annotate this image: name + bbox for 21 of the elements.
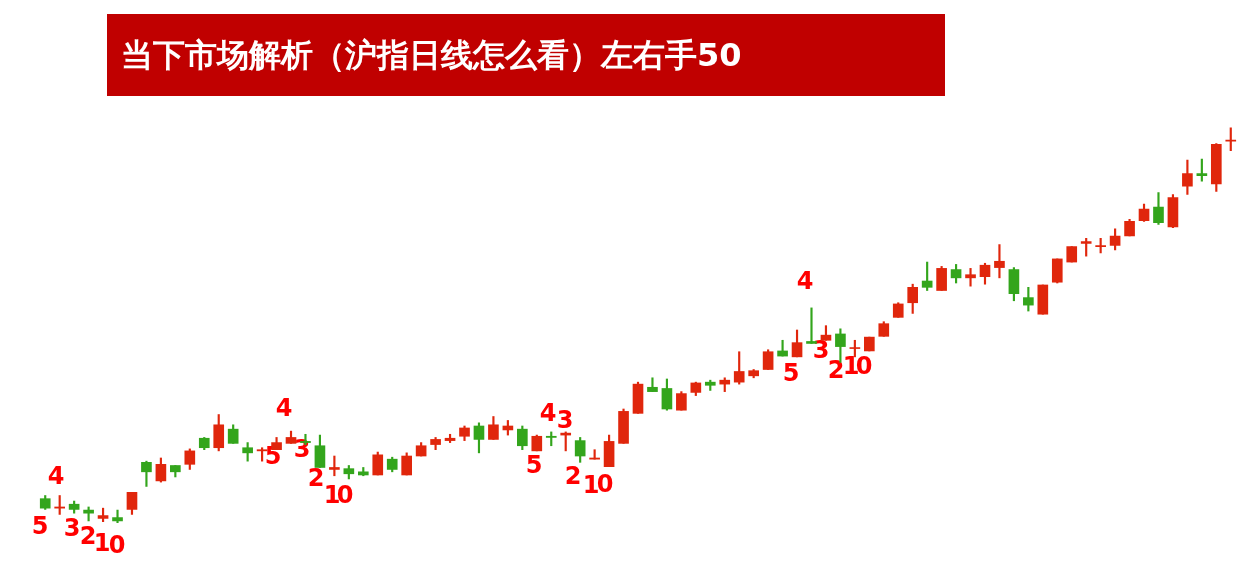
annotation: 2 — [564, 462, 582, 491]
candlestick — [994, 244, 1005, 279]
annotation: 4 — [47, 462, 65, 491]
candlestick — [965, 268, 976, 287]
annotation: 3 — [293, 435, 311, 464]
candlestick — [112, 509, 123, 524]
annotation: 2 — [827, 356, 845, 385]
candlestick — [647, 377, 658, 392]
annotation: 4 — [275, 394, 293, 423]
annotation: 3 — [63, 514, 81, 543]
annotation: 5 — [31, 512, 49, 541]
annotation: 3 — [556, 406, 574, 435]
annotation: 5 — [782, 359, 800, 388]
chart-title: 当下市场解析（沪指日线怎么看）左右手50 — [107, 14, 945, 96]
annotation: 2 — [79, 522, 97, 551]
annotation: 4 — [796, 267, 814, 296]
annotation: 4 — [539, 399, 557, 428]
annotation: 3 — [812, 336, 830, 365]
annotation: 2 — [307, 464, 325, 493]
text: 0 — [108, 531, 126, 560]
annotation: 5 — [525, 451, 543, 480]
